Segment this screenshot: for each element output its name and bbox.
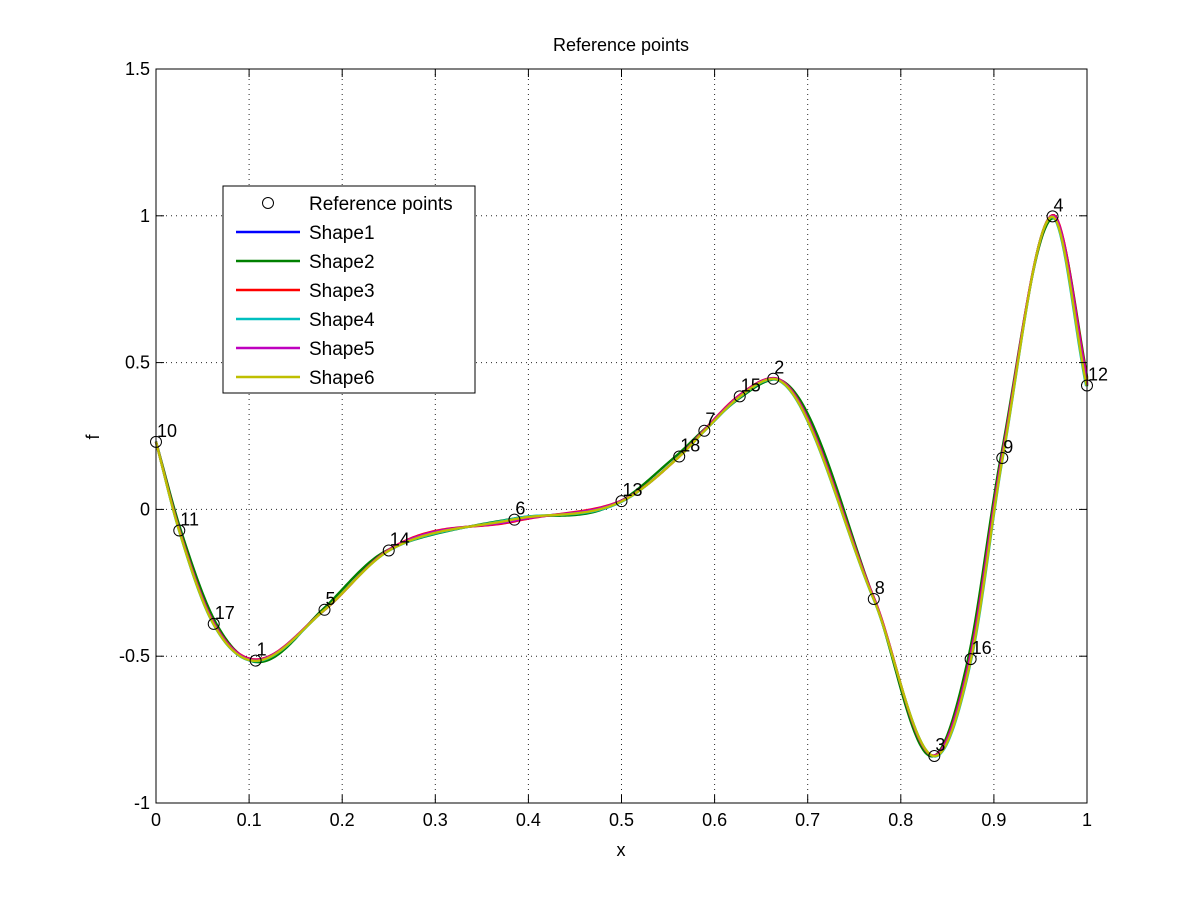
reference-point-marker <box>318 603 331 616</box>
reference-point-marker <box>867 592 880 605</box>
reference-point-label: 15 <box>741 375 761 395</box>
reference-point-label: 18 <box>680 436 700 456</box>
y-tick-label: 0 <box>140 499 150 519</box>
reference-point-label: 4 <box>1054 195 1064 215</box>
reference-point-marker <box>733 390 746 403</box>
reference-point-marker <box>698 424 711 437</box>
legend-marker-reference-points <box>262 197 274 209</box>
x-tick-label: 0.2 <box>330 810 355 830</box>
reference-point-marker <box>382 544 395 557</box>
x-tick-label: 0.6 <box>702 810 727 830</box>
y-tick-label: 0.5 <box>125 353 150 373</box>
reference-point-label: 9 <box>1003 437 1013 457</box>
reference-point-label: 1 <box>257 640 267 660</box>
x-tick-label: 0.4 <box>516 810 541 830</box>
reference-point-marker <box>173 524 186 537</box>
series-lines <box>154 213 1089 758</box>
x-tick-label: 0.9 <box>981 810 1006 830</box>
reference-point-label: 5 <box>326 589 336 609</box>
x-tick-label: 0.3 <box>423 810 448 830</box>
x-tick-label: 0.1 <box>237 810 262 830</box>
reference-point-label: 2 <box>774 358 784 378</box>
reference-point-label: 13 <box>623 480 643 500</box>
series-line-shape6 <box>154 215 1088 758</box>
reference-point-marker <box>964 653 977 666</box>
legend-label-shape1: Shape1 <box>309 223 375 244</box>
reference-point-marker <box>508 513 521 526</box>
x-tick-label: 0.7 <box>795 810 820 830</box>
x-tick-label: 1 <box>1082 810 1092 830</box>
reference-point-marker <box>207 617 220 630</box>
reference-point-marker <box>249 654 262 667</box>
y-tick-label: -1 <box>134 793 150 813</box>
y-tick-label: 1 <box>140 206 150 226</box>
legend-label-shape3: Shape3 <box>309 281 375 302</box>
reference-point-label: 16 <box>972 638 992 658</box>
reference-point-marker <box>767 372 780 385</box>
y-tick-label: -0.5 <box>119 646 150 666</box>
legend-label-reference-points: Reference points <box>309 194 453 215</box>
reference-point-label: 10 <box>157 421 177 441</box>
axis-ticks: 0 0.1 0.2 0.3 0.4 0.5 0.6 0.7 0.8 0.9 1 -1 -0.5 0 0.5 1… <box>119 59 1092 830</box>
reference-point-marker <box>615 495 628 508</box>
reference-point-label: 11 <box>180 510 199 530</box>
reference-point-label: 6 <box>515 499 525 519</box>
chart-title: Reference points <box>553 35 689 55</box>
reference-point-label: 17 <box>215 603 235 623</box>
x-tick-label: 0 <box>151 810 161 830</box>
reference-point-label: 8 <box>875 578 885 598</box>
y-axis-label: f <box>83 434 103 440</box>
reference-point-marker <box>928 750 941 763</box>
legend-label-shape2: Shape2 <box>309 252 375 273</box>
legend: Reference points Shape1 Shape2 Shape3 Shape4… <box>222 185 476 394</box>
legend-label-shape4: Shape4 <box>309 310 375 331</box>
reference-point-marker <box>673 450 686 463</box>
x-axis-label: x <box>617 840 626 860</box>
x-tick-label: 0.8 <box>888 810 913 830</box>
reference-point-marker <box>996 452 1009 465</box>
reference-point-label: 7 <box>705 410 715 430</box>
x-tick-label: 0.5 <box>609 810 634 830</box>
y-tick-label: 1.5 <box>125 59 150 79</box>
reference-point-label: 12 <box>1088 365 1108 385</box>
legend-label-shape5: Shape5 <box>309 339 375 360</box>
reference-point-label: 14 <box>390 530 410 550</box>
legend-label-shape6: Shape6 <box>309 368 375 389</box>
reference-point-marker <box>1046 210 1059 223</box>
reference-point-label: 3 <box>935 735 945 755</box>
